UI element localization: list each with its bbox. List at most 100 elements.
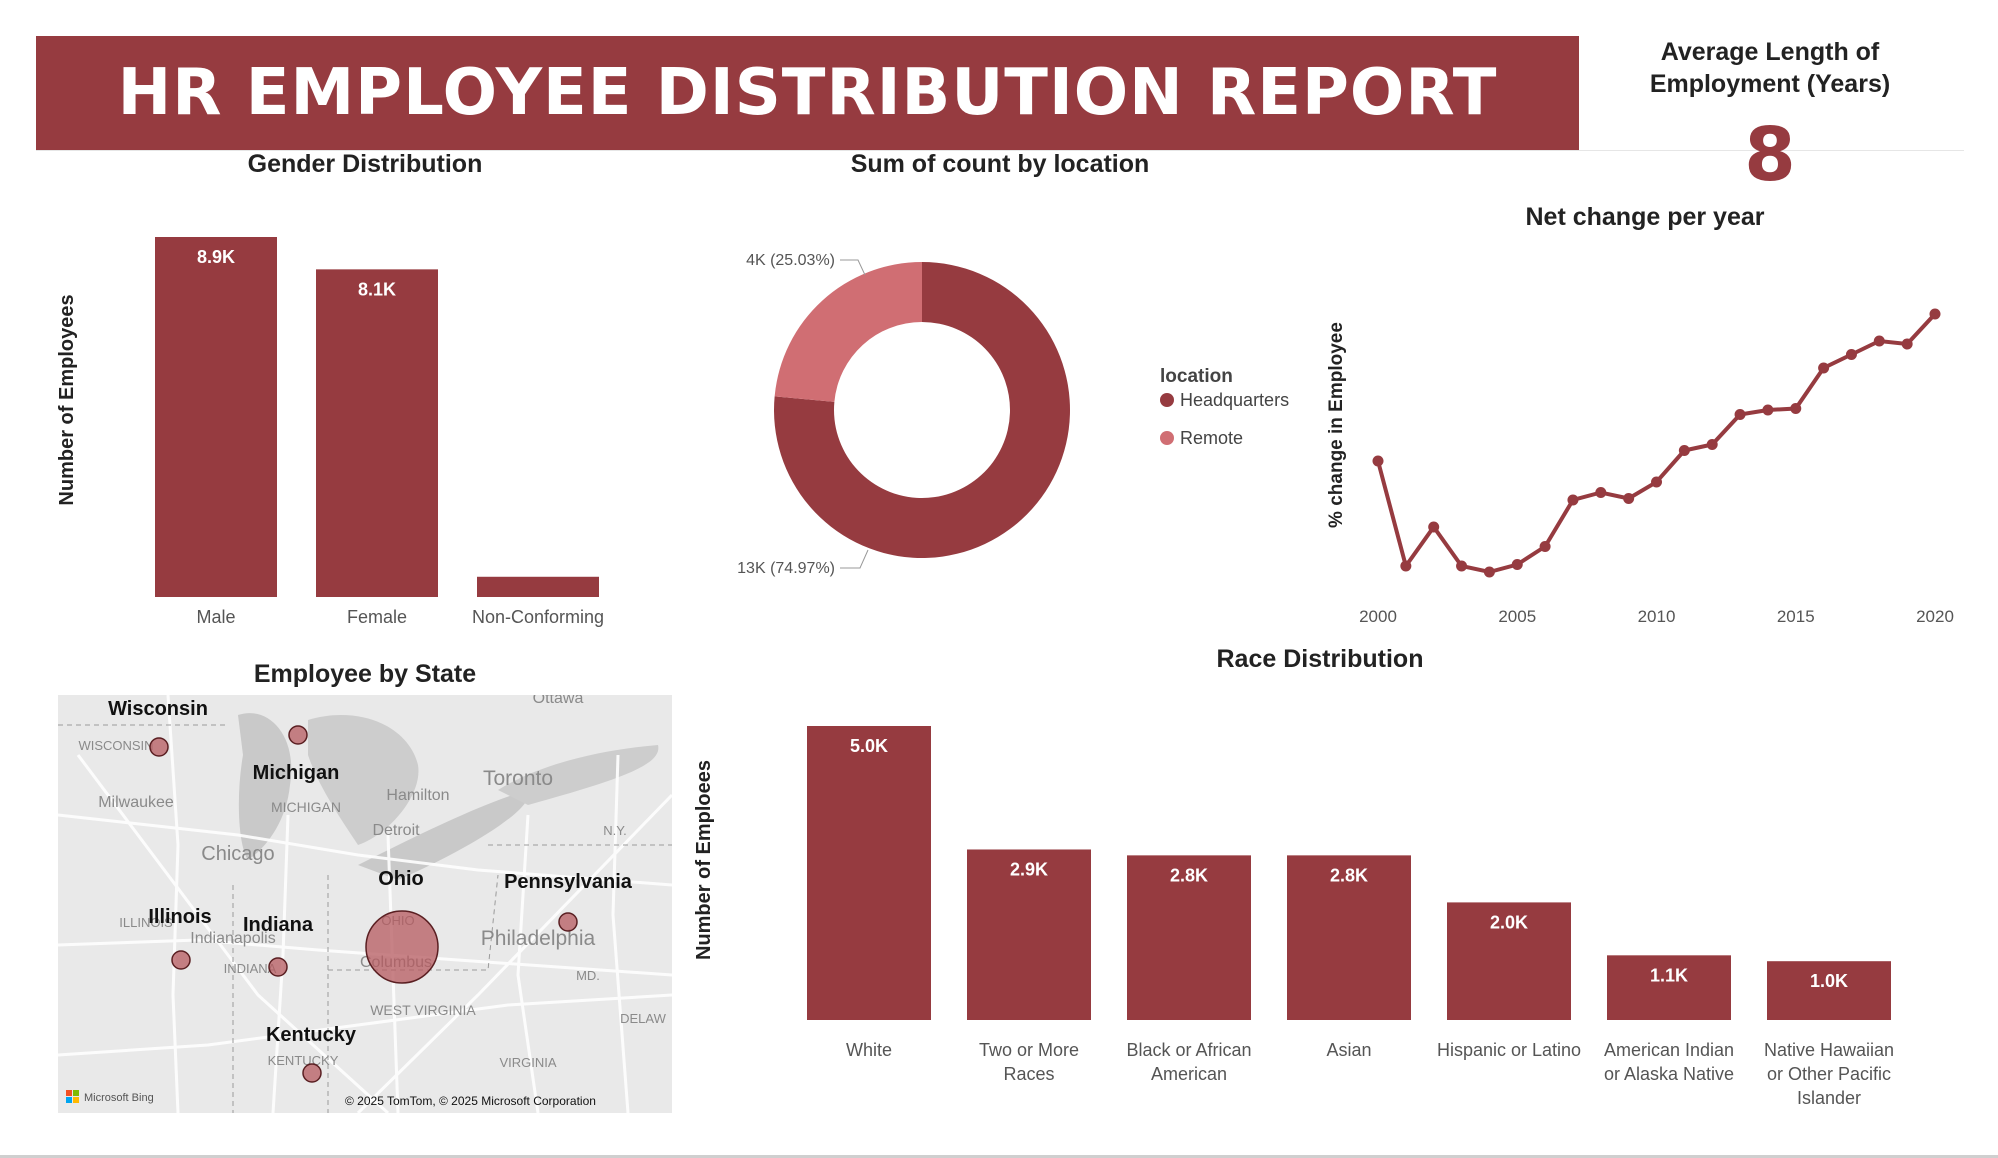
gender-category-label: Female <box>347 607 407 627</box>
race-data-label: 1.0K <box>1810 971 1848 991</box>
net-change-point[interactable] <box>1511 559 1523 570</box>
lake-michigan-shape <box>238 713 292 860</box>
state-map-canvas[interactable]: WISCONSIN Milwaukee MICHIGAN Hamilton Toront… <box>58 695 672 1113</box>
net-change-point[interactable] <box>1651 476 1662 488</box>
x-tick-label: 2010 <box>1638 607 1676 626</box>
race-bar[interactable] <box>1447 902 1571 1020</box>
map-base-label: WISCONSIN <box>78 738 153 753</box>
race-data-label: 2.8K <box>1170 865 1208 885</box>
race-data-label: 2.8K <box>1330 865 1368 885</box>
state-label: Pennsylvania <box>504 871 633 893</box>
state-label: Wisconsin <box>108 698 208 720</box>
state-map[interactable]: WISCONSIN Milwaukee MICHIGAN Hamilton Toront… <box>58 695 672 1113</box>
state-bubble[interactable] <box>302 1063 322 1083</box>
lake-huron-shape <box>308 715 419 845</box>
race-chart-title: Race Distribution <box>1216 645 1424 673</box>
state-bubble[interactable] <box>171 950 191 970</box>
net-change-point[interactable] <box>1456 560 1468 572</box>
net-change-point[interactable] <box>1762 404 1774 416</box>
map-base-label: Chicago <box>201 843 274 865</box>
net-change-point[interactable] <box>1428 521 1440 533</box>
legend-item[interactable]: Headquarters <box>1180 390 1289 410</box>
net-change-point[interactable] <box>1929 308 1941 320</box>
net-change-point[interactable] <box>1483 566 1495 578</box>
net-change-point[interactable] <box>1372 455 1384 467</box>
map-base-label: DELAW <box>620 1011 666 1026</box>
gender-category-label: Non-Conforming <box>472 607 604 627</box>
race-category-label: Native Hawaiian <box>1764 1040 1894 1060</box>
net-change-point[interactable] <box>1400 560 1412 572</box>
net-change-point[interactable] <box>1873 335 1885 347</box>
donut-slice-remote[interactable] <box>774 262 922 402</box>
x-tick-label: 2000 <box>1359 607 1397 626</box>
race-y-axis-label: Number of Emploees <box>693 760 715 960</box>
race-bar-chart: Number of Emploees 5.0K White 2.9K Two or M… <box>693 726 1894 1108</box>
gender-bar[interactable] <box>477 576 599 597</box>
state-bubble[interactable] <box>558 912 578 932</box>
gender-y-axis-label: Number of Employees <box>56 294 78 505</box>
net-change-point[interactable] <box>1678 445 1690 456</box>
race-category-label: or Alaska Native <box>1604 1064 1734 1084</box>
donut-data-label: 4K (25.03%) <box>746 252 835 269</box>
race-bar[interactable] <box>1607 955 1731 1020</box>
race-bar[interactable] <box>1767 961 1891 1020</box>
net-change-point[interactable] <box>1734 409 1746 420</box>
map-base-label: MD. <box>576 968 600 983</box>
race-bar[interactable] <box>1287 855 1411 1020</box>
map-base-label: Milwaukee <box>98 794 174 811</box>
gender-bar[interactable] <box>155 237 277 597</box>
race-category-label: Asian <box>1326 1040 1371 1060</box>
net-change-point[interactable] <box>1818 362 1830 374</box>
net-change-point[interactable] <box>1790 403 1802 414</box>
race-data-label: 2.9K <box>1010 859 1048 879</box>
state-label: Michigan <box>253 762 340 784</box>
state-label: Kentucky <box>266 1024 357 1046</box>
race-category-label: Islander <box>1797 1088 1861 1108</box>
race-category-label: American <box>1151 1064 1227 1084</box>
gender-bar-chart: Number of Employees 8.9K Male 8.1K Female No… <box>56 237 604 627</box>
location-legend-title: location <box>1160 366 1233 387</box>
legend-item[interactable]: Remote <box>1180 428 1243 448</box>
bottom-border <box>0 1155 1998 1158</box>
donut-leader-line <box>840 259 866 276</box>
net-change-chart-title: Net change per year <box>1525 203 1765 231</box>
map-base-label: MICHIGAN <box>271 799 341 815</box>
gender-category-label: Male <box>196 607 235 627</box>
race-bar[interactable] <box>1127 855 1251 1020</box>
bing-logo-icon <box>66 1090 79 1103</box>
map-bubbles[interactable] <box>149 725 578 1083</box>
net-change-line-chart: % change in Employee 2000 2005 2010 2015 202… <box>1326 308 1954 626</box>
map-base-labels: WISCONSIN Milwaukee MICHIGAN Hamilton Toront… <box>78 695 666 1070</box>
state-bubble[interactable] <box>149 737 169 757</box>
gender-bar[interactable] <box>316 269 438 597</box>
state-map-title: Employee by State <box>253 660 477 688</box>
net-change-point[interactable] <box>1567 494 1579 506</box>
net-change-point[interactable] <box>1595 487 1607 498</box>
state-bubble[interactable] <box>268 957 288 977</box>
state-bubble[interactable] <box>365 910 439 984</box>
net-change-point[interactable] <box>1706 439 1718 450</box>
legend-marker[interactable] <box>1160 393 1174 407</box>
map-base-label: N.Y. <box>603 823 627 838</box>
donut-data-label: 13K (74.97%) <box>737 560 835 577</box>
gender-data-label: 8.9K <box>197 247 235 267</box>
kpi-value: 8 <box>1744 112 1796 198</box>
race-data-label: 2.0K <box>1490 912 1528 932</box>
race-category-label: Races <box>1003 1064 1054 1084</box>
race-bar[interactable] <box>967 849 1091 1020</box>
net-change-point[interactable] <box>1623 493 1635 504</box>
map-attribution: © 2025 TomTom, © 2025 Microsoft Corporat… <box>345 1094 596 1108</box>
net-change-point[interactable] <box>1539 541 1551 552</box>
map-brand: Microsoft Bing <box>84 1092 154 1104</box>
legend-marker[interactable] <box>1160 431 1174 445</box>
race-data-label: 5.0K <box>850 736 888 756</box>
net-change-point[interactable] <box>1845 349 1857 360</box>
state-borders <box>58 724 672 1113</box>
road-network <box>58 695 672 1113</box>
net-change-point[interactable] <box>1901 338 1913 350</box>
donut-slice-headquarters[interactable] <box>774 262 1070 558</box>
race-bar[interactable] <box>807 726 931 1020</box>
state-bubble[interactable] <box>288 725 308 745</box>
location-chart-title: Sum of count by location <box>850 150 1150 178</box>
state-label: Illinois <box>148 906 211 928</box>
